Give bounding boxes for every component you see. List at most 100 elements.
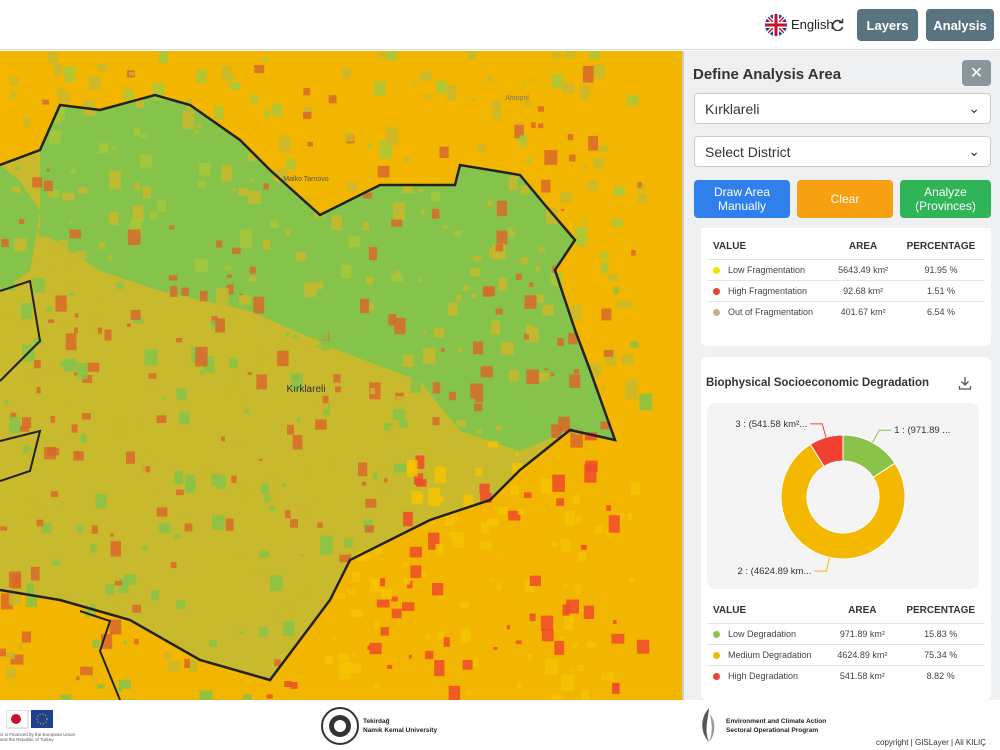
map-pixel xyxy=(526,326,539,343)
map-pixel xyxy=(30,566,40,581)
table-cell: 91.95 % xyxy=(896,259,985,281)
map-pixel xyxy=(368,247,378,261)
map-pixel xyxy=(526,369,540,385)
map-pixel xyxy=(11,186,21,193)
map-pixel xyxy=(600,421,610,430)
map-pixel xyxy=(567,133,574,141)
map-pixel xyxy=(473,403,483,412)
map-pixel xyxy=(551,695,564,700)
map-pixel xyxy=(545,208,558,225)
map-pixel xyxy=(322,395,329,404)
map-pixel xyxy=(254,65,265,74)
map-pixel xyxy=(221,436,225,442)
map-pixel xyxy=(564,615,574,631)
map-pixel xyxy=(182,111,195,129)
map-pixel xyxy=(10,91,17,99)
map-pixel xyxy=(432,382,441,394)
map-pixel xyxy=(198,163,211,176)
map-pixel xyxy=(142,186,152,199)
map-pixel xyxy=(19,219,25,224)
column-header: VALUE xyxy=(713,604,747,616)
map-pixel xyxy=(60,694,72,700)
clear-button[interactable]: Clear xyxy=(797,180,893,218)
map-pixel xyxy=(124,699,134,700)
map-pixel xyxy=(434,466,446,484)
map[interactable]: Kırklareli Malko Tarnovo Ahtopol xyxy=(0,51,682,700)
map-pixel xyxy=(58,239,68,252)
map-pixel xyxy=(585,460,598,472)
map-pixel xyxy=(626,95,639,106)
map-pixel xyxy=(536,372,549,382)
map-pixel xyxy=(561,208,565,212)
map-pixel xyxy=(512,463,523,474)
map-pixel xyxy=(572,642,579,648)
copyright[interactable]: copyright | GISLayer | Ali KILIÇ xyxy=(876,738,986,747)
map-pixel xyxy=(472,255,482,262)
map-pixel xyxy=(132,205,144,223)
map-pixel xyxy=(148,378,159,390)
map-pixel xyxy=(33,338,43,345)
footer: ct is Financed by the European Union and… xyxy=(0,700,1000,750)
label-leader xyxy=(810,423,827,438)
map-pixel xyxy=(182,513,189,518)
analysis-button[interactable]: Analysis xyxy=(926,9,994,41)
district-select[interactable]: Select District ⌄ xyxy=(694,136,991,167)
download-icon[interactable] xyxy=(958,376,972,390)
donut-chart: 1 : (971.89 ... 2 : (4624.89 km... 3 : (54… xyxy=(707,403,979,589)
map-pixel xyxy=(48,264,54,272)
map-pixel xyxy=(455,284,463,293)
map-pixel xyxy=(470,268,481,277)
map-pixel xyxy=(261,356,274,374)
cell-text: Low Degradation xyxy=(728,629,797,639)
map-pixel xyxy=(568,348,575,355)
map-pixel xyxy=(497,506,508,515)
map-pixel xyxy=(264,110,270,118)
layers-button[interactable]: Layers xyxy=(857,9,918,41)
map-pixel xyxy=(524,295,537,309)
table-cell: 4624.89 km² xyxy=(828,644,897,666)
map-pixel xyxy=(283,621,295,637)
close-button[interactable]: ✕ xyxy=(962,60,991,86)
map-pixel xyxy=(490,320,501,335)
map-pixel xyxy=(37,228,47,238)
province-select[interactable]: Kırklareli ⌄ xyxy=(694,93,991,124)
flag-icon[interactable] xyxy=(765,14,787,36)
map-pixel xyxy=(330,459,335,465)
degradation-table: VALUE AREA PERCENTAGE Low Degradation 971.89… xyxy=(707,597,985,686)
map-pixel xyxy=(232,188,236,191)
map-pixel xyxy=(395,396,406,409)
map-pixel xyxy=(149,211,157,220)
map-pixel xyxy=(83,296,97,305)
map-pixel xyxy=(258,347,263,352)
map-pixel xyxy=(195,346,208,367)
district-border xyxy=(0,279,42,482)
map-pixel xyxy=(151,590,159,601)
analyze-button[interactable]: Analyze (Provinces) xyxy=(900,180,991,218)
table-header: VALUE AREA PERCENTAGE xyxy=(707,597,985,624)
map-pixel xyxy=(61,192,75,201)
map-pixel xyxy=(48,191,54,198)
cell-text: 75.34 % xyxy=(924,650,958,660)
map-label: Malko Tarnovo xyxy=(283,176,329,183)
map-pixel xyxy=(163,652,173,659)
map-pixel xyxy=(65,333,77,351)
map-pixel xyxy=(600,252,610,259)
map-pixel xyxy=(203,356,215,373)
map-pixel xyxy=(272,103,282,117)
map-pixel xyxy=(1,238,9,247)
draw-button[interactable]: Draw Area Manually xyxy=(694,180,790,218)
map-pixel xyxy=(631,482,641,495)
refresh-icon[interactable] xyxy=(832,19,844,31)
map-pixel xyxy=(129,72,134,76)
map-pixel xyxy=(109,170,121,189)
map-pixel xyxy=(49,362,57,373)
cell-text: Medium Degradation xyxy=(728,650,812,660)
map-pixel xyxy=(269,505,276,512)
map-pixel xyxy=(0,526,8,531)
map-pixel xyxy=(376,599,390,608)
language-label[interactable]: English xyxy=(791,17,834,32)
map-pixel xyxy=(425,650,434,660)
map-pixel xyxy=(216,240,223,248)
map-pixel xyxy=(611,218,624,227)
column-header: VALUE xyxy=(713,240,747,252)
